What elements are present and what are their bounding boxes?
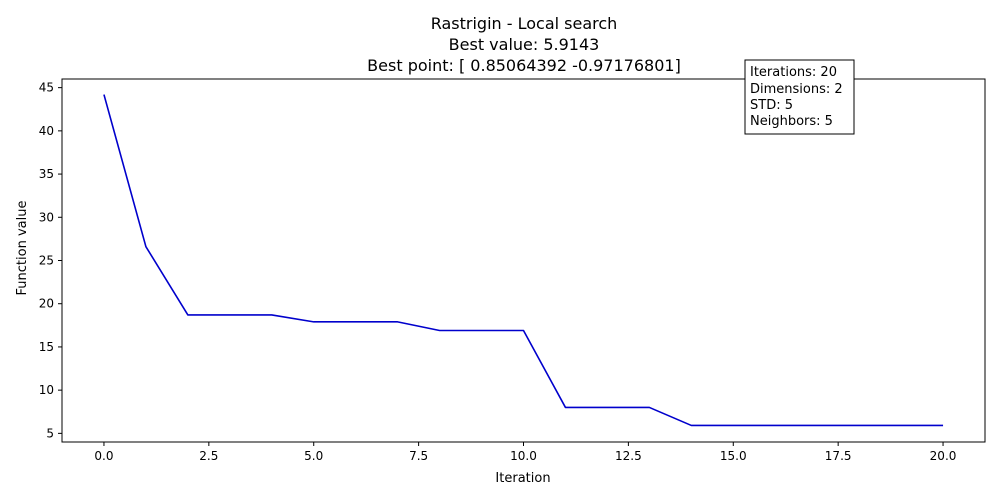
info-box: Iterations: 20 Dimensions: 2 STD: 5 Neig…	[744, 59, 855, 135]
info-std: STD: 5	[750, 98, 793, 113]
plot-area: 0.0 2.5 5.0 7.5 10.0 12.5 15.0 17.5 20.0 5 10 15 20 2…	[39, 78, 986, 463]
info-neighbors: Neighbors: 5	[750, 114, 833, 129]
y-tick-label-0: 5	[46, 426, 54, 440]
x-tick-label-2: 5.0	[304, 449, 323, 463]
x-axis-label: Iteration	[495, 471, 550, 486]
x-tick-label-1: 2.5	[199, 449, 218, 463]
info-dimensions: Dimensions: 2	[750, 82, 843, 97]
x-tick-label-7: 17.5	[825, 449, 852, 463]
x-tick-label-0: 0.0	[94, 449, 113, 463]
series-line-0	[103, 94, 944, 427]
y-tick-label-3: 20	[39, 297, 54, 311]
y-tick-label-7: 40	[39, 124, 54, 138]
x-tick-label-6: 15.0	[720, 449, 747, 463]
y-tick-label-4: 25	[39, 254, 54, 268]
y-tick-label-6: 35	[39, 167, 54, 181]
chart-title: Rastrigin - Local search Best value: 5.9…	[367, 14, 681, 75]
x-tick-label-5: 12.5	[615, 449, 642, 463]
y-tick-label-1: 10	[39, 383, 54, 397]
y-tick-label-2: 15	[39, 340, 54, 354]
x-tick-label-3: 7.5	[409, 449, 428, 463]
info-iterations: Iterations: 20	[750, 65, 837, 80]
chart-title-line-2: Best value: 5.9143	[449, 35, 600, 54]
x-tick-label-4: 10.0	[510, 449, 537, 463]
y-tick-label-5: 30	[39, 210, 54, 224]
y-tick-label-8: 45	[39, 81, 54, 95]
y-axis-label: Function value	[15, 201, 30, 296]
chart-title-line-1: Rastrigin - Local search	[431, 14, 618, 33]
info-box-frame	[744, 59, 855, 135]
x-tick-label-8: 20.0	[930, 449, 957, 463]
chart-title-line-3: Best point: [ 0.85064392 -0.97176801]	[367, 56, 681, 75]
